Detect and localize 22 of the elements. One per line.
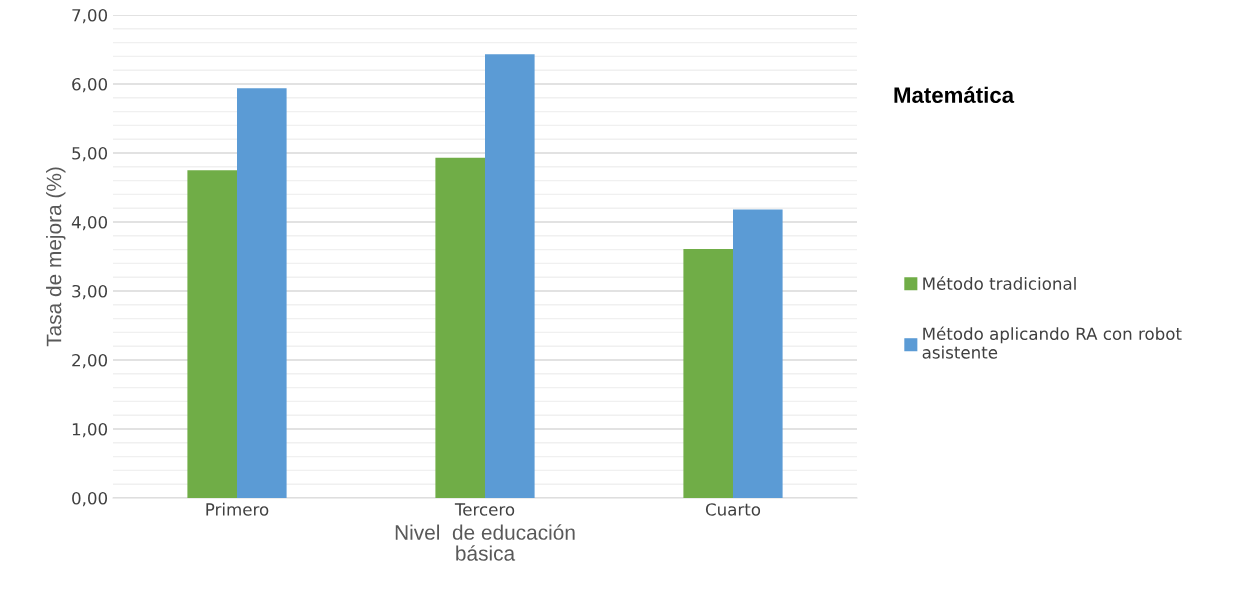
text: Matemática: [894, 86, 1015, 103]
bar: [187, 170, 237, 498]
legend-label: Método tradicional: [923, 276, 1076, 290]
y-tick-label: 4,00: [71, 215, 108, 231]
y-tick-label: 7,00: [72, 8, 108, 24]
bar: [237, 88, 287, 498]
y-tick-label: 2,00: [72, 353, 108, 369]
bar: [683, 248, 733, 498]
y-tick-label: 1,00: [72, 422, 108, 438]
bar: [435, 157, 485, 498]
legend-label: Método aplicando RA con robot asistente: [922, 326, 1182, 359]
y-tick-label: 0,00: [72, 491, 108, 507]
x-tick-label: Cuarto: [705, 503, 761, 516]
y-tick-label: 3,00: [72, 284, 108, 300]
bar: [485, 54, 535, 498]
bar: [733, 209, 783, 498]
y-axis-title: Tasa de mejora (%): [46, 167, 66, 347]
y-tick-label: 5,00: [72, 146, 108, 162]
x-tick-label: Primero: [206, 502, 269, 516]
y-tick-label: 6,00: [72, 77, 108, 93]
x-tick-label: Tercero: [454, 503, 515, 516]
x-axis-title: Nivel de educación básica: [395, 524, 575, 561]
